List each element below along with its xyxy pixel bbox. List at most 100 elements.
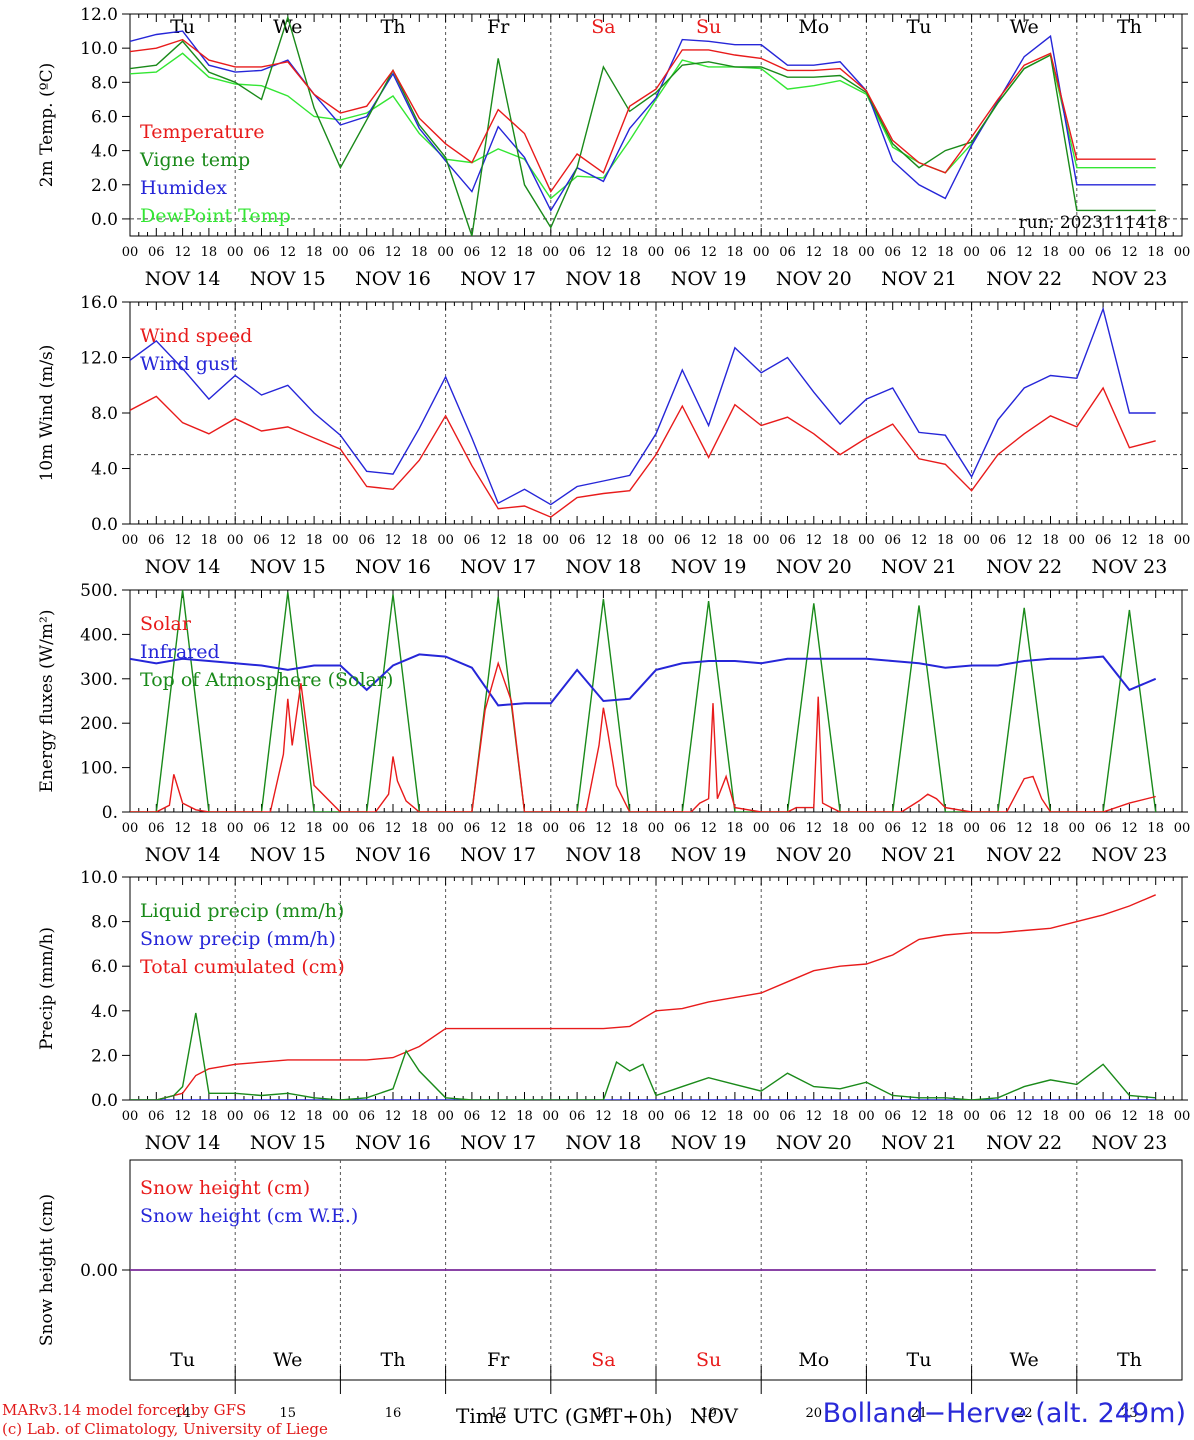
hour-tick-label: 00 xyxy=(227,821,244,836)
hour-tick-label: 00 xyxy=(753,1109,770,1124)
hour-tick-label: 06 xyxy=(779,533,796,548)
hour-tick-label: 00 xyxy=(1069,245,1086,260)
date-label: NOV 18 xyxy=(565,268,641,290)
hour-tick-label: 06 xyxy=(884,821,901,836)
day-number-label: 20 xyxy=(806,1406,823,1421)
hour-tick-label: 06 xyxy=(569,533,586,548)
hour-tick-label: 00 xyxy=(122,1109,139,1124)
hour-tick-label: 12 xyxy=(700,1109,717,1124)
hour-tick-label: 12 xyxy=(174,533,191,548)
series-line-total-cumulated-cm- xyxy=(130,894,1156,1100)
date-label: NOV 17 xyxy=(460,844,536,866)
y-tick-label: 4.0 xyxy=(91,1002,118,1022)
y-tick-label: 0.0 xyxy=(91,210,118,230)
hour-tick-label: 00 xyxy=(753,245,770,260)
date-label: NOV 19 xyxy=(671,844,747,866)
hour-tick-label: 18 xyxy=(411,245,428,260)
hour-tick-label: 00 xyxy=(858,1109,875,1124)
legend-entry: Liquid precip (mm/h) xyxy=(140,900,344,922)
hour-tick-label: 18 xyxy=(516,821,533,836)
weekday-label: Fr xyxy=(487,1349,510,1371)
hour-tick-label: 00 xyxy=(227,245,244,260)
hour-tick-label: 18 xyxy=(1042,533,1059,548)
hour-tick-label: 18 xyxy=(727,1109,744,1124)
hour-tick-label: 00 xyxy=(963,1109,980,1124)
panel-1: 0.0 2.0 4.0 6.0 8.0 10.0 12.0 2m Temp. (ºC) 00 06… xyxy=(37,5,1190,290)
y-axis-label: Energy fluxes (W/m²) xyxy=(37,610,57,793)
day-number-label: 19 xyxy=(700,1406,717,1421)
hour-tick-label: 06 xyxy=(253,533,270,548)
hour-tick-label: 00 xyxy=(753,821,770,836)
y-tick-label: 10.0 xyxy=(80,868,118,888)
hour-tick-label: 00 xyxy=(122,245,139,260)
date-label: NOV 20 xyxy=(776,556,852,578)
hour-tick-label: 06 xyxy=(358,821,375,836)
hour-tick-label: 12 xyxy=(490,533,507,548)
hour-tick-label: 18 xyxy=(832,245,849,260)
hour-tick-label: 00 xyxy=(648,533,665,548)
hour-tick-label: 06 xyxy=(779,1109,796,1124)
date-label: NOV 22 xyxy=(986,1132,1062,1154)
hour-tick-label: 06 xyxy=(779,821,796,836)
series-line-wind-speed xyxy=(130,386,1156,518)
hour-tick-label: 18 xyxy=(411,821,428,836)
weekday-label: We xyxy=(273,1349,302,1371)
hour-tick-label: 12 xyxy=(911,533,928,548)
y-tick-label: 0.0 xyxy=(91,1091,118,1111)
weekday-label: Th xyxy=(381,1349,406,1371)
hour-tick-label: 12 xyxy=(174,245,191,260)
date-label: NOV 16 xyxy=(355,268,431,290)
date-label: NOV 21 xyxy=(881,844,957,866)
day-number-label: 23 xyxy=(1121,1406,1138,1421)
weekday-label: Tu xyxy=(170,1349,195,1371)
hour-tick-label: 12 xyxy=(1121,1109,1138,1124)
weekday-label: Mo xyxy=(798,1349,829,1371)
date-label: NOV 15 xyxy=(250,556,326,578)
date-label: NOV 14 xyxy=(145,556,221,578)
date-label: NOV 20 xyxy=(776,844,852,866)
hour-tick-label: 00 xyxy=(332,821,349,836)
y-tick-label: 8.0 xyxy=(91,404,118,424)
date-label: NOV 17 xyxy=(460,268,536,290)
hour-tick-label: 00 xyxy=(122,821,139,836)
date-label: NOV 15 xyxy=(250,268,326,290)
hour-tick-label: 12 xyxy=(1121,245,1138,260)
y-tick-label: 4.0 xyxy=(91,142,118,162)
hour-tick-label: 18 xyxy=(306,1109,323,1124)
y-tick-label: 16.0 xyxy=(80,293,118,313)
hour-tick-label: 12 xyxy=(911,1109,928,1124)
hour-tick-label: 18 xyxy=(516,533,533,548)
series-line-vigne-temp xyxy=(130,15,1156,236)
hour-tick-label: 06 xyxy=(1095,1109,1112,1124)
hour-tick-label: 00 xyxy=(437,1109,454,1124)
date-label: NOV 21 xyxy=(881,268,957,290)
date-label: NOV 18 xyxy=(565,556,641,578)
hour-tick-label: 00 xyxy=(753,533,770,548)
weekday-label: Tu xyxy=(907,1349,932,1371)
hour-tick-label: 18 xyxy=(937,1109,954,1124)
hour-tick-label: 12 xyxy=(490,821,507,836)
hour-tick-label: 00 xyxy=(963,533,980,548)
hour-tick-label: 06 xyxy=(148,1109,165,1124)
hour-tick-label: 06 xyxy=(990,821,1007,836)
hour-tick-label: 12 xyxy=(911,245,928,260)
y-tick-label: 500. xyxy=(80,581,118,601)
date-label: NOV 16 xyxy=(355,556,431,578)
hour-tick-label: 18 xyxy=(727,533,744,548)
hour-tick-label: 12 xyxy=(385,533,402,548)
weekday-label: Mo xyxy=(798,16,829,38)
series-line-solar xyxy=(130,660,1156,812)
hour-tick-label: 00 xyxy=(1174,533,1191,548)
date-label: NOV 17 xyxy=(460,1132,536,1154)
hour-tick-label: 18 xyxy=(621,533,638,548)
date-label: NOV 17 xyxy=(460,556,536,578)
hour-tick-label: 12 xyxy=(280,821,297,836)
date-label: NOV 21 xyxy=(881,556,957,578)
hour-tick-label: 06 xyxy=(464,533,481,548)
y-axis-label: Snow height (cm) xyxy=(37,1194,57,1346)
y-tick-label: 10.0 xyxy=(80,39,118,59)
date-label: NOV 21 xyxy=(881,1132,957,1154)
date-label: NOV 14 xyxy=(145,1132,221,1154)
hour-tick-label: 06 xyxy=(990,1109,1007,1124)
